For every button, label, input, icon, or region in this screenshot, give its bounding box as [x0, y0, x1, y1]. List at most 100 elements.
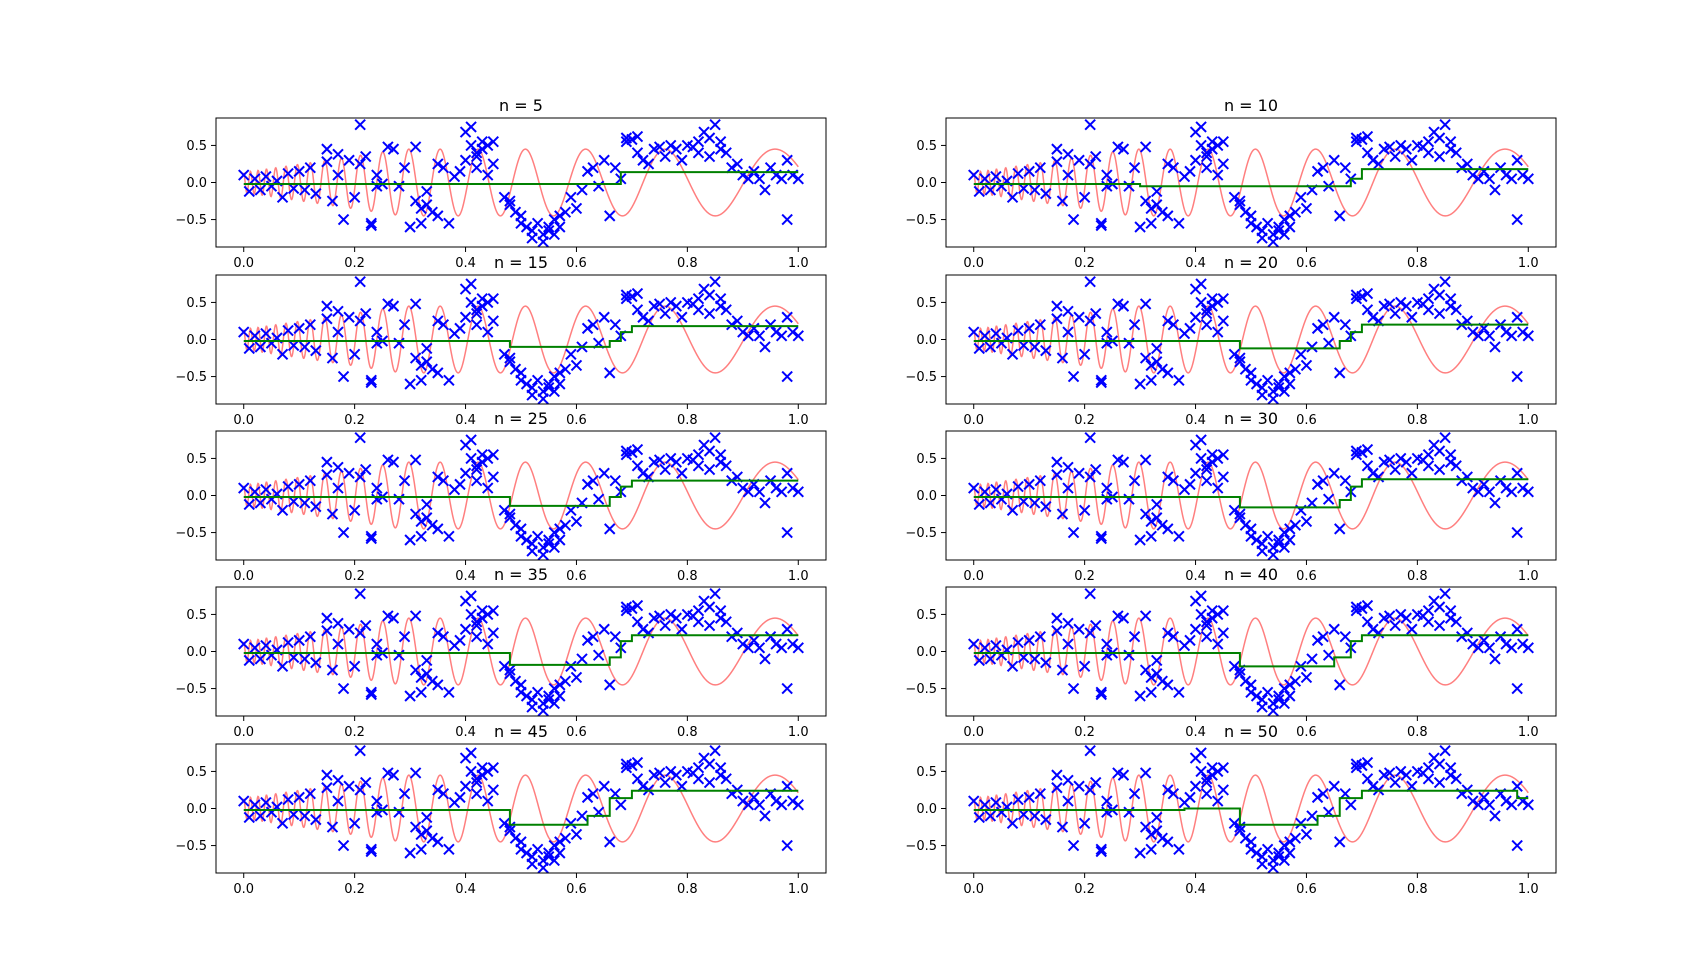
data-point-marker [604, 210, 616, 222]
data-point-marker [598, 467, 610, 479]
data-point-marker [1356, 290, 1368, 303]
data-point-marker [1261, 686, 1274, 698]
data-point-marker [792, 330, 804, 342]
data-point-marker [548, 839, 560, 852]
x-tick-label: 0.2 [1074, 413, 1095, 428]
data-point-marker [365, 688, 377, 701]
x-tick-label: 0.2 [344, 413, 365, 428]
data-point-marker [1006, 660, 1019, 673]
data-point-marker [365, 686, 377, 698]
data-point-marker [1361, 130, 1374, 143]
data-point-marker [753, 486, 766, 498]
data-point-marker [775, 173, 788, 185]
data-point-marker [1239, 832, 1252, 844]
data-point-marker [348, 191, 361, 204]
data-point-marker [1040, 500, 1052, 513]
data-point-marker [1273, 847, 1285, 859]
data-point-marker [1156, 519, 1168, 531]
data-point-marker [465, 296, 477, 309]
data-point-marker [1095, 217, 1107, 229]
data-point-marker [1306, 653, 1318, 665]
data-point-marker [1289, 832, 1302, 844]
data-point-marker [476, 769, 488, 781]
data-point-marker [792, 486, 804, 498]
data-point-marker [1234, 821, 1246, 833]
y-tick-label: 0.5 [186, 139, 207, 154]
data-point-marker [1217, 449, 1229, 461]
data-point-marker [1267, 393, 1279, 404]
data-point-marker [554, 378, 566, 390]
data-point-marker [781, 311, 793, 323]
data-point-marker [520, 534, 533, 546]
data-point-marker [515, 217, 527, 229]
x-tick-label: 0.8 [1407, 882, 1428, 897]
data-point-marker [554, 534, 566, 546]
data-point-marker [1467, 482, 1479, 494]
data-point-marker [470, 787, 483, 800]
data-point-marker [1239, 519, 1252, 531]
plot-area [968, 118, 1534, 247]
data-point-marker [487, 471, 499, 483]
data-point-marker [1306, 497, 1318, 509]
data-point-marker [973, 185, 985, 198]
data-point-marker [537, 236, 549, 247]
y-tick-label: 0.5 [186, 765, 207, 780]
data-point-marker [348, 660, 361, 673]
data-point-marker [1084, 158, 1096, 170]
data-point-marker [299, 341, 311, 353]
data-point-marker [282, 636, 294, 649]
data-point-marker [354, 471, 366, 483]
y-tick-label: −0.5 [175, 839, 207, 854]
data-point-marker [1505, 330, 1518, 342]
data-point-marker [321, 612, 333, 624]
data-point-marker [454, 791, 466, 804]
data-point-marker [537, 393, 549, 404]
data-point-marker [548, 697, 560, 710]
data-point-marker [1067, 213, 1080, 226]
data-point-marker [276, 348, 289, 361]
data-point-marker [559, 675, 572, 687]
data-point-marker [260, 327, 272, 340]
data-point-marker [1433, 601, 1446, 613]
data-point-marker [332, 326, 344, 338]
data-point-marker [520, 690, 533, 702]
data-point-marker [432, 523, 444, 535]
data-point-marker [1200, 147, 1213, 159]
data-point-marker [626, 133, 638, 146]
data-point-marker [1361, 773, 1374, 785]
data-point-marker [1300, 359, 1313, 372]
data-point-marker [1228, 348, 1241, 361]
data-point-marker [737, 326, 749, 338]
data-point-marker [1217, 627, 1229, 639]
data-point-marker [1345, 799, 1357, 811]
data-point-marker [587, 787, 599, 800]
x-tick-label: 0.6 [1296, 725, 1317, 740]
data-point-marker [1239, 206, 1252, 218]
data-point-marker [1029, 341, 1041, 353]
data-point-marker [720, 616, 732, 628]
data-point-marker [1212, 169, 1224, 181]
data-point-marker [421, 199, 433, 211]
data-point-marker [1461, 158, 1473, 170]
subplot-title: n = 45 [494, 722, 548, 741]
data-point-marker [1073, 780, 1085, 792]
data-point-marker [1422, 762, 1435, 774]
data-point-marker [504, 352, 516, 364]
data-point-marker [1511, 682, 1523, 695]
data-point-marker [470, 616, 483, 628]
data-point-marker [1422, 773, 1435, 785]
data-point-marker [1245, 530, 1257, 542]
data-point-marker [968, 169, 980, 181]
data-point-marker [1151, 356, 1163, 368]
data-point-marker [990, 327, 1002, 340]
data-point-marker [437, 474, 450, 487]
data-point-marker [409, 352, 422, 364]
subplot-panel: 0.0 0.2 0.4 0.6 0.8 1.0 −0.5 0.0 0.5 n = 20 [905, 253, 1557, 428]
data-point-marker [1361, 599, 1374, 612]
data-point-marker [287, 182, 300, 195]
data-point-marker [1095, 530, 1107, 542]
data-point-marker [692, 293, 705, 305]
data-point-marker [487, 315, 499, 327]
data-point-marker [703, 619, 716, 632]
data-point-marker [1051, 769, 1063, 781]
